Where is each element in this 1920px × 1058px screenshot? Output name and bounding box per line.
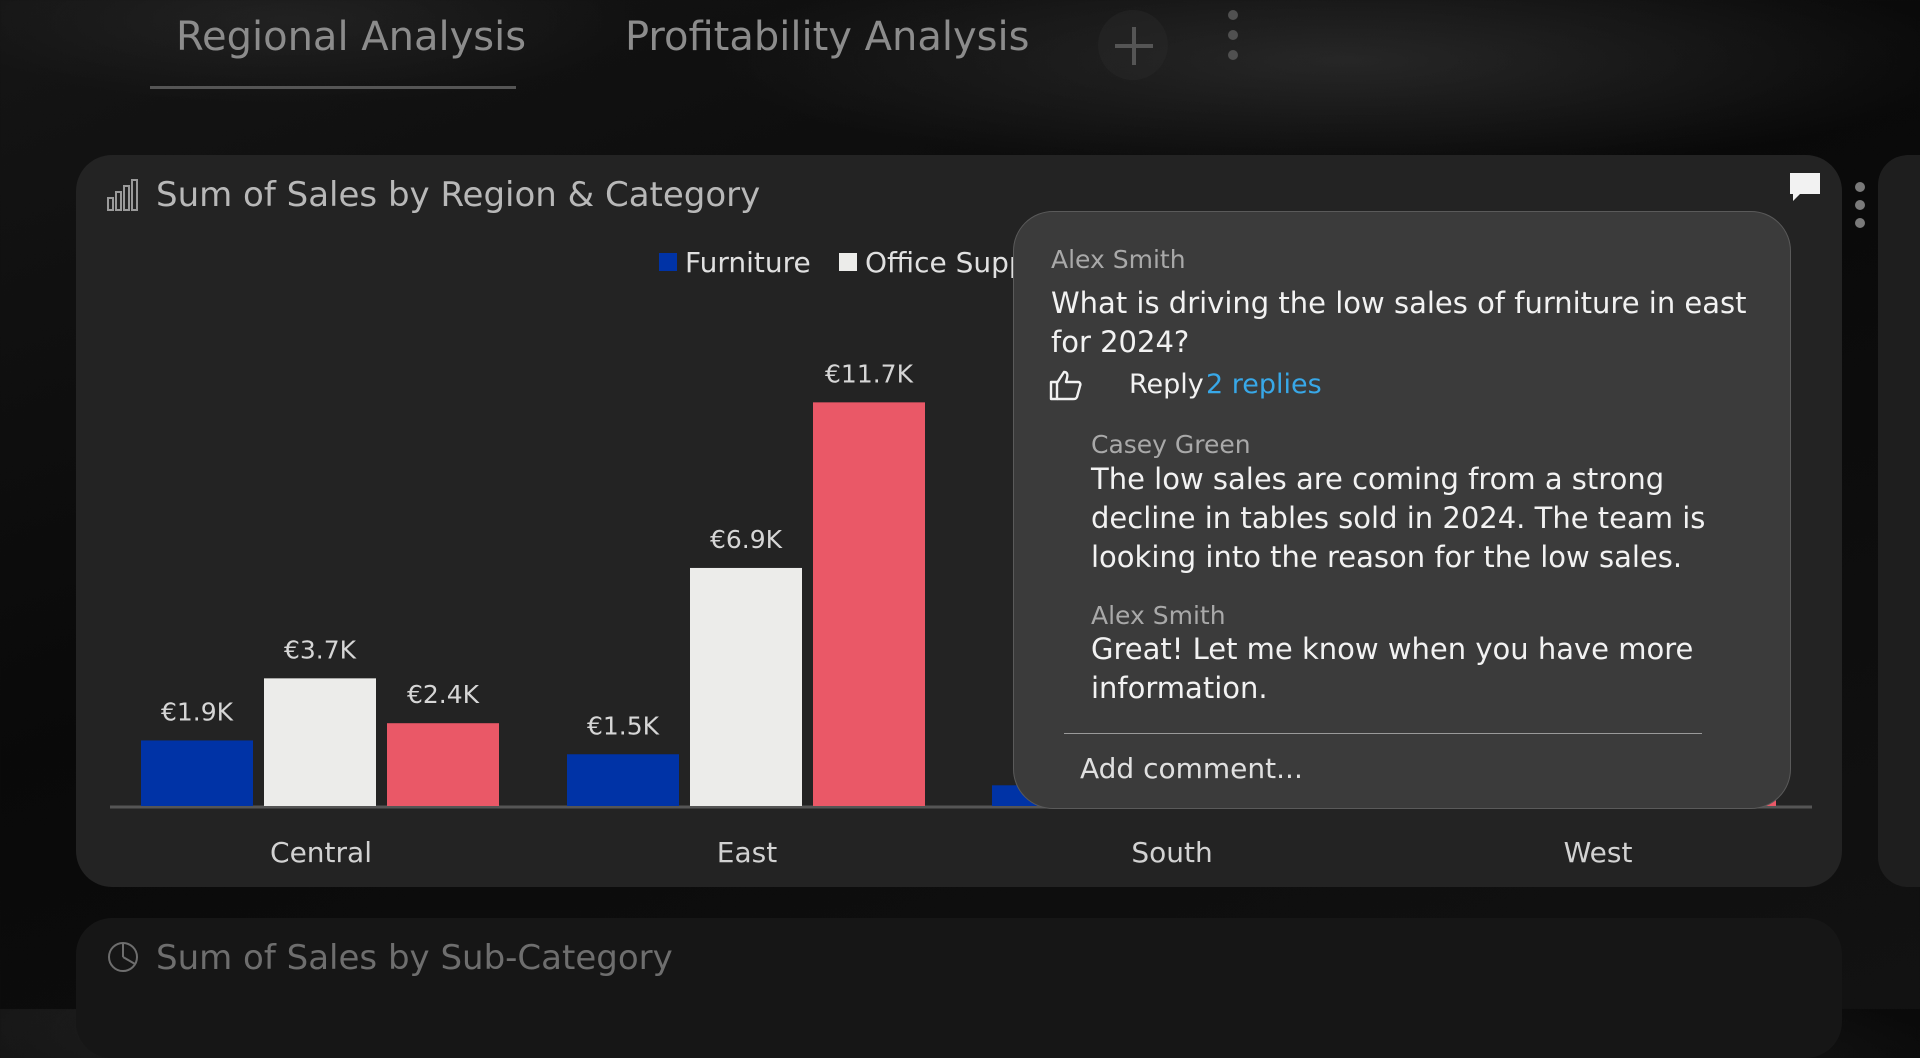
comment-divider xyxy=(1064,733,1702,734)
legend-swatch xyxy=(659,253,677,271)
bar-chart: €1.9K €3.7K €2.4K Central €1.5K €6.9K €11.7K Ea… xyxy=(110,359,1812,869)
bar-office-supplies-east[interactable] xyxy=(690,567,802,806)
bar-furniture-east[interactable] xyxy=(567,754,679,806)
legend-label: Furniture xyxy=(685,246,811,279)
thumbs-up-icon[interactable] xyxy=(1049,368,1083,402)
active-tab-indicator xyxy=(150,86,516,89)
x-tick-label-west: West xyxy=(1564,836,1633,869)
comment-text: What is driving the low sales of furnitu… xyxy=(1051,286,1747,359)
bar-technology-central[interactable] xyxy=(387,723,499,806)
bar-office-supplies-central[interactable] xyxy=(264,678,376,806)
reply-text: Great! Let me know when you have more in… xyxy=(1091,632,1694,705)
legend-label: Office Supp xyxy=(865,246,1027,279)
replies-link[interactable]: 2 replies xyxy=(1206,369,1322,400)
add-comment-input[interactable] xyxy=(1080,748,1690,788)
add-page-button[interactable] xyxy=(1098,10,1168,80)
comment-panel xyxy=(1013,211,1791,809)
data-label: €2.4K xyxy=(407,680,480,709)
reply-text: The low sales are coming from a strong d… xyxy=(1091,462,1706,574)
x-tick-label-central: Central xyxy=(270,836,372,869)
reply-button[interactable]: Reply xyxy=(1129,369,1204,400)
bar-technology-east[interactable] xyxy=(813,402,925,806)
legend-swatch xyxy=(839,253,857,271)
adjacent-card xyxy=(1878,155,1920,887)
tab-regional-analysis[interactable]: Regional Analysis xyxy=(176,14,527,60)
data-label: €3.7K xyxy=(284,635,357,664)
legend-item-office-supplies[interactable]: Office Supp xyxy=(839,246,1027,279)
reply-author: Alex Smith xyxy=(1091,601,1226,630)
more-vertical-icon[interactable] xyxy=(1226,10,1240,68)
legend-item-furniture[interactable]: Furniture xyxy=(659,246,811,279)
comment-author: Alex Smith xyxy=(1051,245,1186,274)
bar-chart-icon xyxy=(107,179,138,211)
data-label: €6.9K xyxy=(710,525,783,554)
x-tick-label-south: South xyxy=(1131,836,1212,869)
subcategory-chart-title: Sum of Sales by Sub-Category xyxy=(156,938,673,978)
comment-icon[interactable] xyxy=(1788,170,1822,204)
chart-title: Sum of Sales by Region & Category xyxy=(156,175,761,215)
more-vertical-icon[interactable] xyxy=(1853,182,1867,232)
tab-profitability-analysis[interactable]: Profitability Analysis xyxy=(625,14,1030,60)
data-label: €1.9K xyxy=(161,697,234,726)
pie-chart-icon xyxy=(108,942,138,972)
data-label: €11.7K xyxy=(825,359,914,388)
x-tick-label-east: East xyxy=(717,836,777,869)
bar-furniture-central[interactable] xyxy=(141,740,253,806)
data-label: €1.5K xyxy=(587,711,660,740)
reply-author: Casey Green xyxy=(1091,430,1251,459)
